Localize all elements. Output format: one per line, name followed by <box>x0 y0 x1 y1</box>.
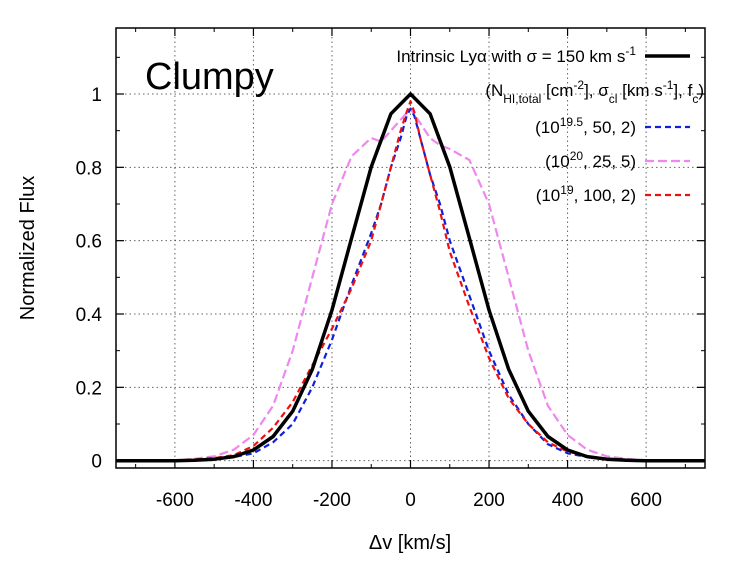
x-tick-label: 200 <box>473 490 505 511</box>
y-tick-label: 0.6 <box>76 232 102 253</box>
x-tick-label: -200 <box>313 490 351 511</box>
series-line-intrinsic <box>116 92 705 463</box>
x-tick-label: 0 <box>405 490 416 511</box>
y-tick-label: 0.4 <box>76 305 103 326</box>
annotation-clumpy: Clumpy <box>145 56 274 98</box>
legend-label-s1: (1019.5, 50, 2) <box>535 115 636 137</box>
x-tick-label: 400 <box>552 490 584 511</box>
legend-header: (NHI,total [cm-2], σcl [km s-1], fc) <box>485 78 704 106</box>
y-tick-label: 0.2 <box>76 378 102 399</box>
legend-label-intrinsic: Intrinsic Lyα with σ = 150 km s-1 <box>396 44 636 66</box>
series-layer <box>116 92 705 463</box>
legend-label-s2: (1020, 25, 5) <box>545 149 636 171</box>
tick-layer: -600 -400 -200 0 200 400 600 0 0.2 0.4 0.6 0.8 1 <box>76 28 705 511</box>
y-axis-label: Normalized Flux <box>17 176 39 320</box>
x-tick-label: 600 <box>630 490 662 511</box>
x-tick-label: -600 <box>156 490 194 511</box>
x-axis-label: Δv [km/s] <box>369 532 451 554</box>
x-tick-label: -400 <box>234 490 272 511</box>
y-tick-label: 1 <box>91 85 102 106</box>
y-tick-label: 0 <box>91 452 102 473</box>
y-tick-label: 0.8 <box>76 158 102 179</box>
series-line-s3 <box>116 100 705 462</box>
legend-label-s3: (1019, 100, 2) <box>536 183 636 205</box>
series-line-s1 <box>116 107 705 462</box>
legend: Intrinsic Lyα with σ = 150 km s-1 (NHI,to… <box>396 44 704 205</box>
